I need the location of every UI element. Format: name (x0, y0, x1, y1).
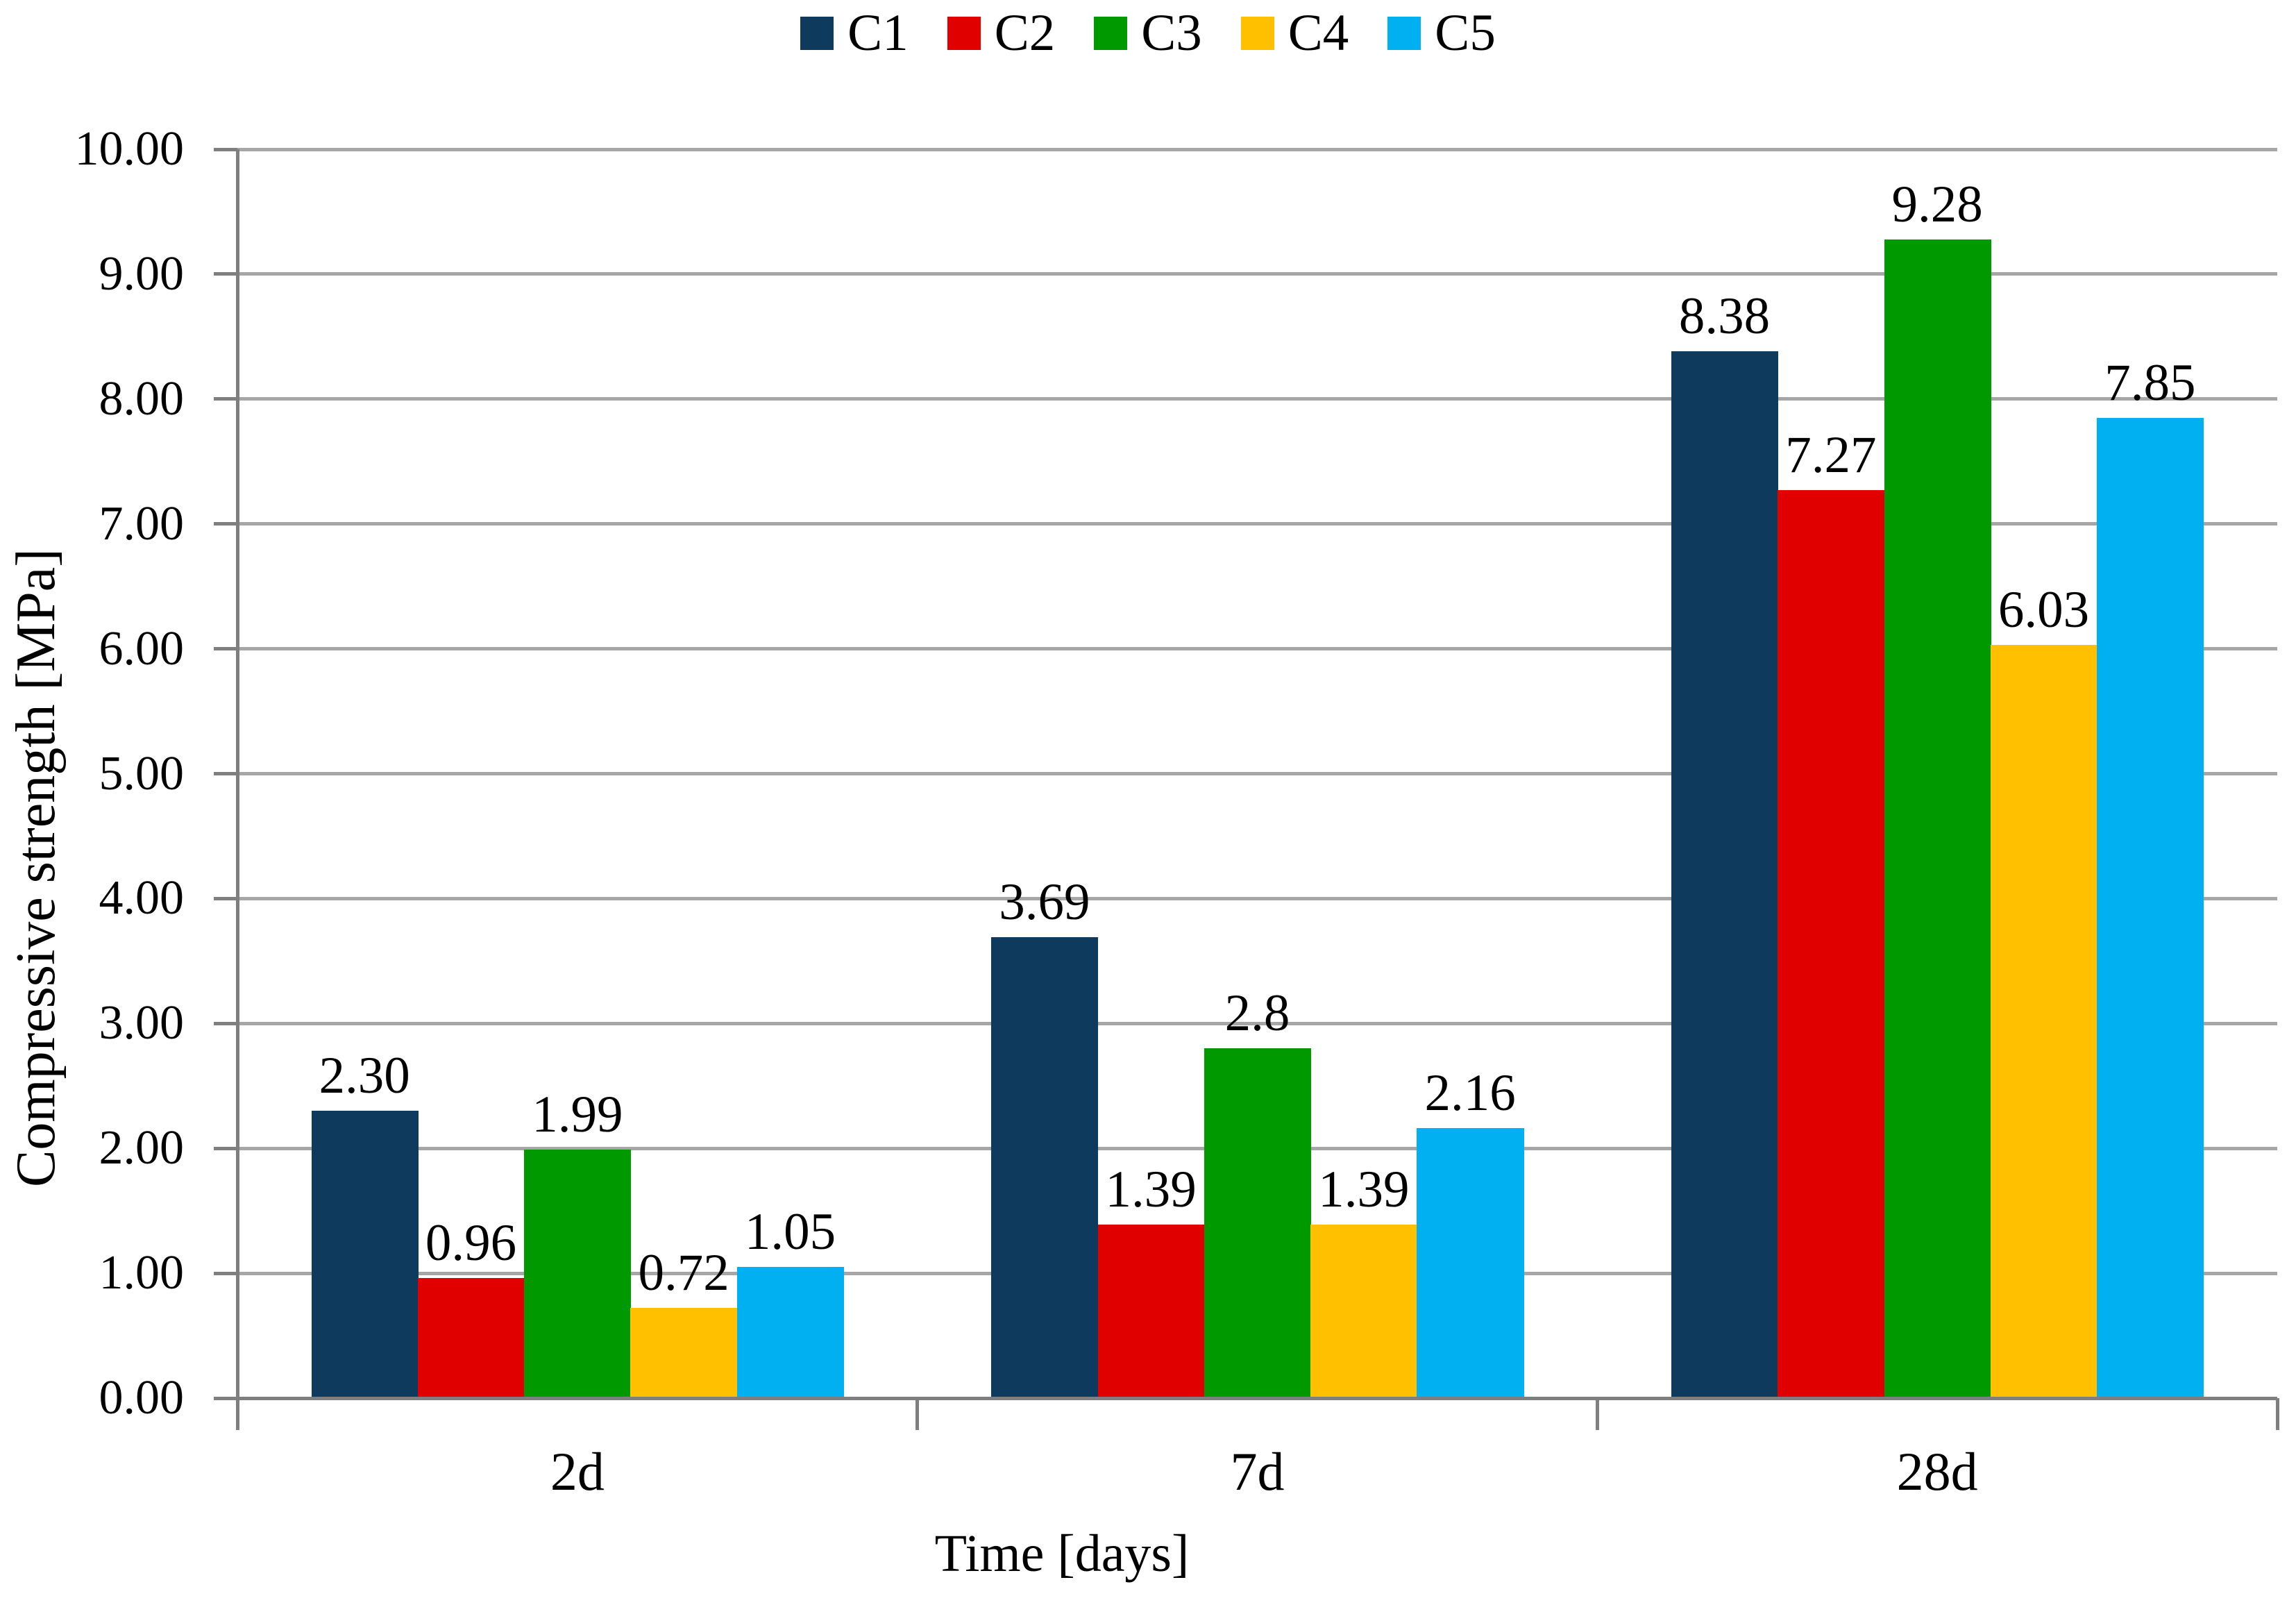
bar-value-label: 1.05 (744, 1203, 836, 1261)
y-axis-tick (214, 397, 237, 401)
y-gridline (237, 1021, 2277, 1025)
y-axis-tick-label: 0.00 (99, 1371, 185, 1425)
y-axis-tick (214, 147, 237, 151)
bar-c2-2d (417, 1278, 525, 1398)
y-gridline (237, 397, 2277, 401)
y-gridline (237, 272, 2277, 276)
y-axis-tick (214, 1396, 237, 1400)
bar-c4-28d (1990, 645, 2097, 1398)
x-category-label: 7d (1230, 1441, 1285, 1502)
legend-label: C2 (994, 4, 1056, 62)
y-gridline (237, 147, 2277, 151)
y-axis-tick (214, 647, 237, 651)
bar-c1-2d (311, 1111, 419, 1398)
y-axis-title: Compressive strength [MPa] (6, 548, 67, 1187)
bar-value-label: 9.28 (1891, 175, 1983, 233)
bar-c3-2d (524, 1149, 632, 1398)
bar-c1-28d (1671, 351, 1778, 1398)
y-axis-tick (214, 272, 237, 276)
legend-item-c2: C2 (947, 4, 1056, 62)
y-axis-tick-label: 4.00 (99, 871, 185, 925)
bar-c5-7d (1417, 1128, 1524, 1398)
bar-value-label: 2.30 (319, 1047, 410, 1105)
y-axis-tick (214, 522, 237, 526)
x-axis-boundary-tick (2275, 1398, 2279, 1430)
y-gridline (237, 522, 2277, 526)
legend-item-c3: C3 (1094, 7, 1202, 59)
x-axis-line (237, 1396, 2277, 1400)
y-axis-tick (214, 1271, 237, 1275)
legend-swatch-c1 (800, 16, 834, 50)
bar-c4-2d (630, 1308, 738, 1398)
y-gridline (237, 896, 2277, 900)
x-category-label: 2d (550, 1441, 605, 1502)
bar-c3-7d (1204, 1048, 1311, 1398)
bar-value-label: 6.03 (1998, 581, 2090, 639)
legend-label: C5 (1435, 4, 1496, 62)
bar-value-label: 0.72 (638, 1244, 729, 1302)
legend-item-c4: C4 (1240, 4, 1349, 62)
y-axis-tick-label: 3.00 (99, 996, 185, 1050)
bar-value-label: 0.96 (425, 1214, 517, 1272)
legend-label: C4 (1288, 4, 1349, 62)
y-gridline (237, 772, 2277, 775)
bar-c2-7d (1097, 1224, 1205, 1398)
bar-c3-28d (1884, 239, 1991, 1398)
y-axis-line (235, 149, 239, 1430)
chart-legend: C1 C2 C3 C4 C5 (0, 7, 2296, 59)
x-category-label: 28d (1896, 1441, 1978, 1502)
y-axis-tick-label: 7.00 (99, 496, 185, 551)
x-axis-boundary-tick (915, 1398, 920, 1430)
legend-swatch-c2 (947, 16, 981, 50)
y-axis-tick-label: 5.00 (99, 746, 185, 800)
y-axis-tick-label: 9.00 (99, 246, 185, 301)
legend-item-c5: C5 (1387, 7, 1496, 59)
y-axis-tick-label: 10.00 (74, 122, 185, 176)
y-axis-tick-label: 2.00 (99, 1121, 185, 1175)
legend-item-c1: C1 (800, 7, 909, 59)
y-axis-tick-label: 6.00 (99, 621, 185, 675)
bar-c5-2d (736, 1267, 844, 1398)
bar-value-label: 7.27 (1785, 426, 1877, 485)
legend-swatch-c4 (1240, 16, 1274, 50)
bar-c5-28d (2097, 417, 2204, 1398)
y-axis-tick (214, 1146, 237, 1150)
legend-swatch-c5 (1387, 16, 1421, 50)
bar-value-label: 2.16 (1424, 1064, 1516, 1123)
y-axis-tick-label: 8.00 (99, 371, 185, 426)
legend-label: C1 (847, 4, 909, 62)
legend-swatch-c3 (1094, 16, 1128, 50)
bar-value-label: 2.8 (1224, 984, 1290, 1043)
y-axis-tick-label: 1.00 (99, 1246, 185, 1300)
bar-value-label: 8.38 (1678, 287, 1771, 346)
y-gridline (237, 647, 2277, 651)
bar-c4-7d (1310, 1224, 1418, 1398)
bar-value-label: 1.99 (532, 1085, 623, 1143)
y-axis-tick (214, 1021, 237, 1025)
y-axis-tick (214, 772, 237, 775)
bar-c1-7d (991, 937, 1099, 1398)
bar-value-label: 1.39 (1105, 1160, 1197, 1218)
x-axis-title: Time [days] (934, 1524, 1190, 1583)
bar-value-label: 7.85 (2104, 353, 2196, 412)
bar-value-label: 1.39 (1318, 1160, 1410, 1218)
legend-label: C3 (1141, 4, 1202, 62)
bar-c2-28d (1778, 490, 1885, 1398)
y-axis-tick (214, 896, 237, 900)
bar-value-label: 3.69 (999, 873, 1090, 932)
x-axis-boundary-tick (1595, 1398, 1599, 1430)
